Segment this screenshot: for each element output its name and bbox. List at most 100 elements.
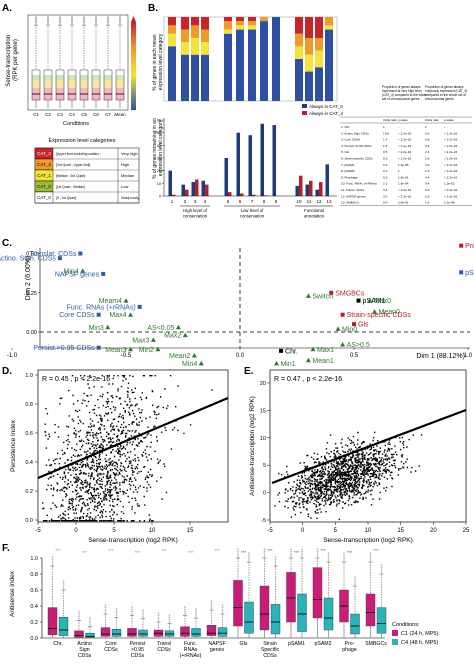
- panel-a-boxplot: Sense-transcription (RPK per gene) C1 C2 C…: [6, 14, 136, 127]
- outlier-point: [47, 21, 49, 23]
- outlier-point: [168, 616, 171, 618]
- outlier-point: [157, 614, 160, 617]
- pca-point-label: Func. RNAs (+rRNAs): [67, 304, 136, 311]
- box-c1: [312, 567, 323, 619]
- outlier-point: [119, 16, 121, 18]
- outlier-point: [78, 613, 80, 615]
- pca-point-label: Gls: [358, 322, 369, 329]
- table-cell: 2.6: [425, 157, 430, 161]
- table-head-2: chromosomal genes: [425, 97, 454, 101]
- pca-point-label: SMGBCs: [335, 290, 365, 297]
- box-segment: [104, 75, 112, 80]
- b-x-tick-label: 8: [263, 199, 266, 204]
- bar-always-cat0: [201, 180, 205, 196]
- condition-tick-label: C6: [93, 112, 99, 117]
- outlier-point: [274, 563, 277, 565]
- stacked-segment: [248, 17, 256, 22]
- pca-square-point: [101, 271, 106, 276]
- bar-always-cat0: [236, 132, 240, 196]
- outlier-point: [142, 613, 144, 616]
- outlier-point: [95, 22, 97, 24]
- table-cell: 0.3: [383, 157, 388, 161]
- table-subhead: Odds ratio: [383, 118, 397, 122]
- pca-point-label: Max3: [132, 337, 149, 344]
- outlier-point: [51, 556, 54, 559]
- f-category-label: CDSs: [131, 653, 145, 659]
- table-head-2: not/poorly expressed (CAT_0): [425, 89, 467, 93]
- stacked-segment: [168, 25, 176, 34]
- box-c1: [365, 593, 376, 627]
- outlier-point: [301, 550, 303, 553]
- significance-stars: ***: [188, 550, 194, 555]
- box-segment: [116, 75, 124, 80]
- f-category-label: CDSs: [104, 647, 118, 653]
- outlier-point: [95, 17, 97, 19]
- table-cell: 1.6e-01: [398, 175, 409, 179]
- pca-triangle-point: [191, 353, 197, 358]
- b-y-tick-label: 20: [157, 169, 161, 173]
- outlier-point: [83, 18, 85, 21]
- f-category-label: >0.95: [131, 647, 144, 653]
- box-c1: [233, 580, 243, 627]
- table-cell: 3.0: [383, 194, 388, 198]
- outlier-point: [131, 612, 133, 615]
- table-cell: 6: Strain-specific CDSs: [341, 157, 373, 161]
- stacked-segment: [224, 33, 232, 101]
- significance-stars: ***: [320, 548, 326, 553]
- table-cell: < 2.2e-16: [444, 175, 457, 179]
- table-head-1: (CAT_4) compared to the whole: [382, 93, 427, 97]
- stacked-segment: [248, 29, 256, 102]
- b-x-tick-label: 10: [296, 199, 302, 204]
- outlier-point: [142, 611, 144, 614]
- outlier-point: [301, 548, 303, 551]
- table-subhead: p-value: [444, 118, 454, 122]
- f-category-label: (+rRNAs): [180, 653, 202, 659]
- outlier-point: [35, 22, 37, 24]
- table-cell: 7: pSAM1: [341, 163, 355, 167]
- table-head-1: Proportion of genes always: [382, 85, 421, 89]
- b-group-label: annotation: [304, 214, 325, 219]
- table-cell: 4.4: [425, 175, 430, 179]
- table-cell: < 2.2e-16: [444, 169, 457, 173]
- significance-stars: ***: [347, 550, 353, 555]
- b-y-tick-label: 0: [159, 195, 161, 199]
- table-cell: < 2.2e-16: [398, 150, 411, 154]
- panel-e-xlabel: Sense-transcription (log2 RPK): [323, 537, 413, 544]
- table-level: Low: [121, 184, 128, 189]
- f-y-tick-label: 0.8: [30, 572, 38, 578]
- outlier-point: [119, 17, 121, 19]
- table-cell: 10: Func. RNAs (+rRNAs): [341, 182, 377, 186]
- legend-swatch-c4: [392, 639, 398, 645]
- outlier-point: [35, 19, 37, 22]
- f-category-label: Pro-: [345, 641, 355, 647]
- table-cell: 0.5: [383, 150, 388, 154]
- outlier-point: [184, 610, 186, 613]
- outlier-point: [168, 620, 171, 623]
- table-cell: 0.4: [425, 144, 430, 148]
- significance-stars: ***: [55, 548, 61, 553]
- outlier-point: [95, 18, 97, 21]
- significance-stars: ***: [241, 550, 247, 555]
- stacked-segment: [248, 21, 256, 26]
- b-x-tick-label: 9: [275, 199, 278, 204]
- table-cell: 1: [425, 125, 427, 129]
- table-cell: 2.1e-06: [444, 201, 455, 205]
- pca-triangle-point: [305, 293, 311, 298]
- table-cell: 19.6: [383, 131, 389, 135]
- stacked-segment: [224, 21, 232, 30]
- outlier-point: [71, 19, 73, 22]
- stacked-segment: [295, 59, 303, 101]
- outlier-point: [354, 581, 356, 583]
- panel-a-ylabel: Sense-transcription (RPK per gene): [6, 33, 19, 86]
- panel-e-regression-line: [271, 408, 467, 485]
- panel-label-f: F.: [2, 543, 10, 554]
- table-head-2: Proportion of genes always: [425, 85, 464, 89]
- bar-always-cat4: [319, 182, 323, 196]
- panel-a-boxes: [31, 16, 125, 108]
- table-head-2: compared to the whole set of: [425, 93, 466, 97]
- f-category-label: Sign: [79, 647, 89, 653]
- stacked-segment: [201, 17, 209, 30]
- outlier-point: [107, 21, 109, 23]
- box-segment: [92, 75, 100, 80]
- outlier-point: [107, 22, 109, 24]
